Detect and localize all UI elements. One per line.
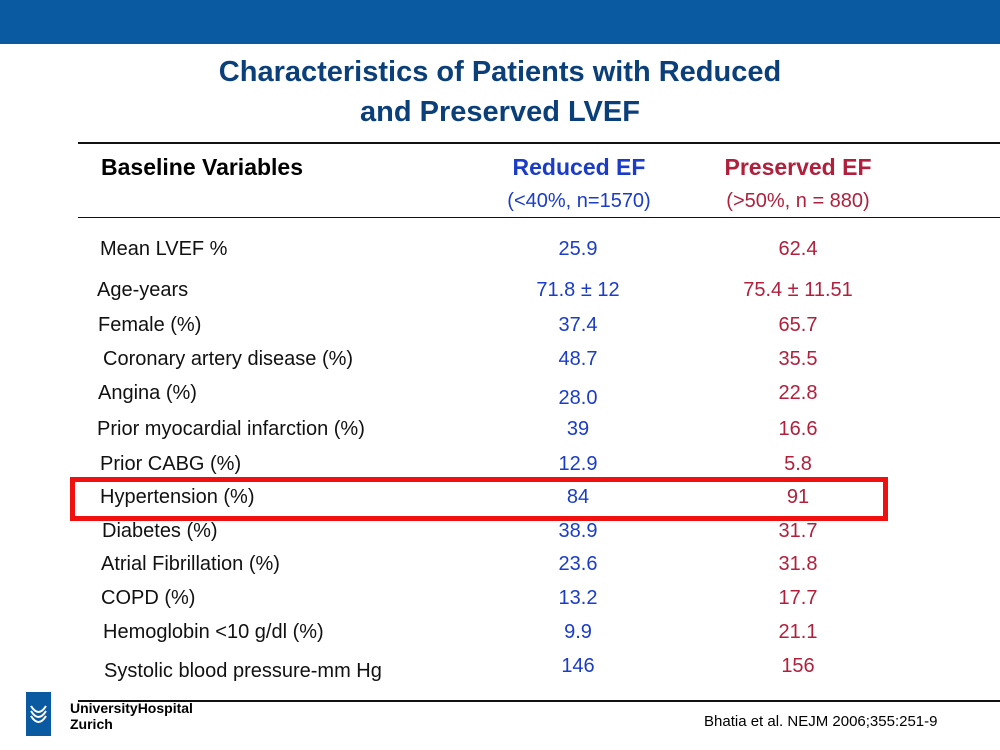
table-top-rule (78, 142, 1000, 144)
preserved-ef-value: 31.8 (778, 553, 818, 575)
row-label: Female (%) (98, 314, 202, 336)
table-row: Systolic blood pressure-mm Hg 146 156 (0, 655, 1000, 682)
table-row: Prior CABG (%) 12.9 5.8 (0, 453, 1000, 479)
header-baseline-variables: Baseline Variables (101, 154, 304, 180)
row-label: Atrial Fibrillation (%) (101, 553, 280, 575)
preserved-ef-value: 17.7 (778, 587, 818, 609)
org-line-2: Zurich (70, 716, 113, 732)
table-row: Prior myocardial infarction (%) 39 16.6 (0, 418, 1000, 444)
row-label: Systolic blood pressure-mm Hg (104, 660, 382, 682)
reduced-ef-value: 71.8 ± 12 (536, 279, 620, 301)
row-label: Prior CABG (%) (100, 453, 242, 475)
table-header-rule (78, 217, 1000, 218)
table-bottom-rule (78, 700, 1000, 702)
preserved-ef-value: 5.8 (784, 453, 812, 475)
reduced-ef-value: 37.4 (558, 314, 598, 336)
table-row: Hemoglobin <10 g/dl (%) 9.9 21.1 (0, 621, 1000, 647)
reduced-ef-value: 13.2 (558, 587, 598, 609)
slide-title: Characteristics of Patients with Reduced… (0, 52, 1000, 132)
header-preserved-ef: Preserved EF (724, 154, 872, 180)
preserved-ef-value: 91 (786, 486, 810, 508)
preserved-ef-value: 62.4 (778, 238, 818, 260)
header-preserved-ef-sub: (>50%, n = 880) (726, 190, 870, 212)
preserved-ef-value: 75.4 ± 11.51 (743, 279, 853, 301)
university-hospital-logo-icon (26, 692, 51, 736)
table-row: Age-years 71.8 ± 12 75.4 ± 11.51 (0, 279, 1000, 305)
org-line-1: UniversityHospital (70, 700, 193, 716)
row-label: Prior myocardial infarction (%) (97, 418, 365, 440)
reduced-ef-value: 39 (566, 418, 590, 440)
reduced-ef-value: 12.9 (558, 453, 598, 475)
reduced-ef-value: 84 (566, 486, 590, 508)
row-label: Age-years (97, 279, 189, 301)
preserved-ef-value: 65.7 (778, 314, 818, 336)
row-label: COPD (%) (101, 587, 196, 609)
header-reduced-ef: Reduced EF (512, 154, 646, 180)
row-label: Hemoglobin <10 g/dl (%) (103, 621, 324, 643)
row-label: Hypertension (%) (100, 486, 255, 508)
reduced-ef-value: 25.9 (558, 238, 598, 260)
header-reduced-ef-sub: (<40%, n=1570) (507, 190, 651, 212)
row-label: Diabetes (%) (102, 520, 218, 542)
row-label: Angina (%) (98, 382, 197, 404)
preserved-ef-value: 35.5 (778, 348, 818, 370)
table-row: Female (%) 37.4 65.7 (0, 314, 1000, 340)
reduced-ef-value: 38.9 (558, 520, 598, 542)
row-label: Mean LVEF % (100, 238, 228, 260)
preserved-ef-value: 22.8 (778, 382, 818, 404)
citation: Bhatia et al. NEJM 2006;355:251-9 (704, 713, 938, 730)
row-label: Coronary artery disease (%) (103, 348, 354, 370)
organization-name: UniversityHospital Zurich (70, 700, 193, 732)
title-line-2: and Preserved LVEF (360, 96, 640, 128)
preserved-ef-value: 31.7 (778, 520, 818, 542)
table-row: Atrial Fibrillation (%) 23.6 31.8 (0, 553, 1000, 579)
table-row: Hypertension (%) 84 91 (0, 486, 1000, 512)
reduced-ef-value: 23.6 (558, 553, 598, 575)
preserved-ef-value: 156 (781, 655, 815, 677)
reduced-ef-value: 9.9 (564, 621, 592, 643)
table-row: Coronary artery disease (%) 48.7 35.5 (0, 348, 1000, 374)
preserved-ef-value: 16.6 (778, 418, 818, 440)
reduced-ef-value: 48.7 (558, 348, 598, 370)
title-line-1: Characteristics of Patients with Reduced (218, 56, 782, 88)
reduced-ef-value: 146 (561, 655, 595, 677)
top-banner (0, 0, 1000, 44)
table-row: Angina (%) 28.0 22.8 (0, 382, 1000, 409)
table-row: COPD (%) 13.2 17.7 (0, 587, 1000, 613)
table-row: Mean LVEF % 25.9 62.4 (0, 238, 1000, 264)
preserved-ef-value: 21.1 (778, 621, 818, 643)
reduced-ef-value: 28.0 (558, 387, 598, 409)
table-row: Diabetes (%) 38.9 31.7 (0, 520, 1000, 546)
hypertension-highlight-box (70, 477, 888, 521)
